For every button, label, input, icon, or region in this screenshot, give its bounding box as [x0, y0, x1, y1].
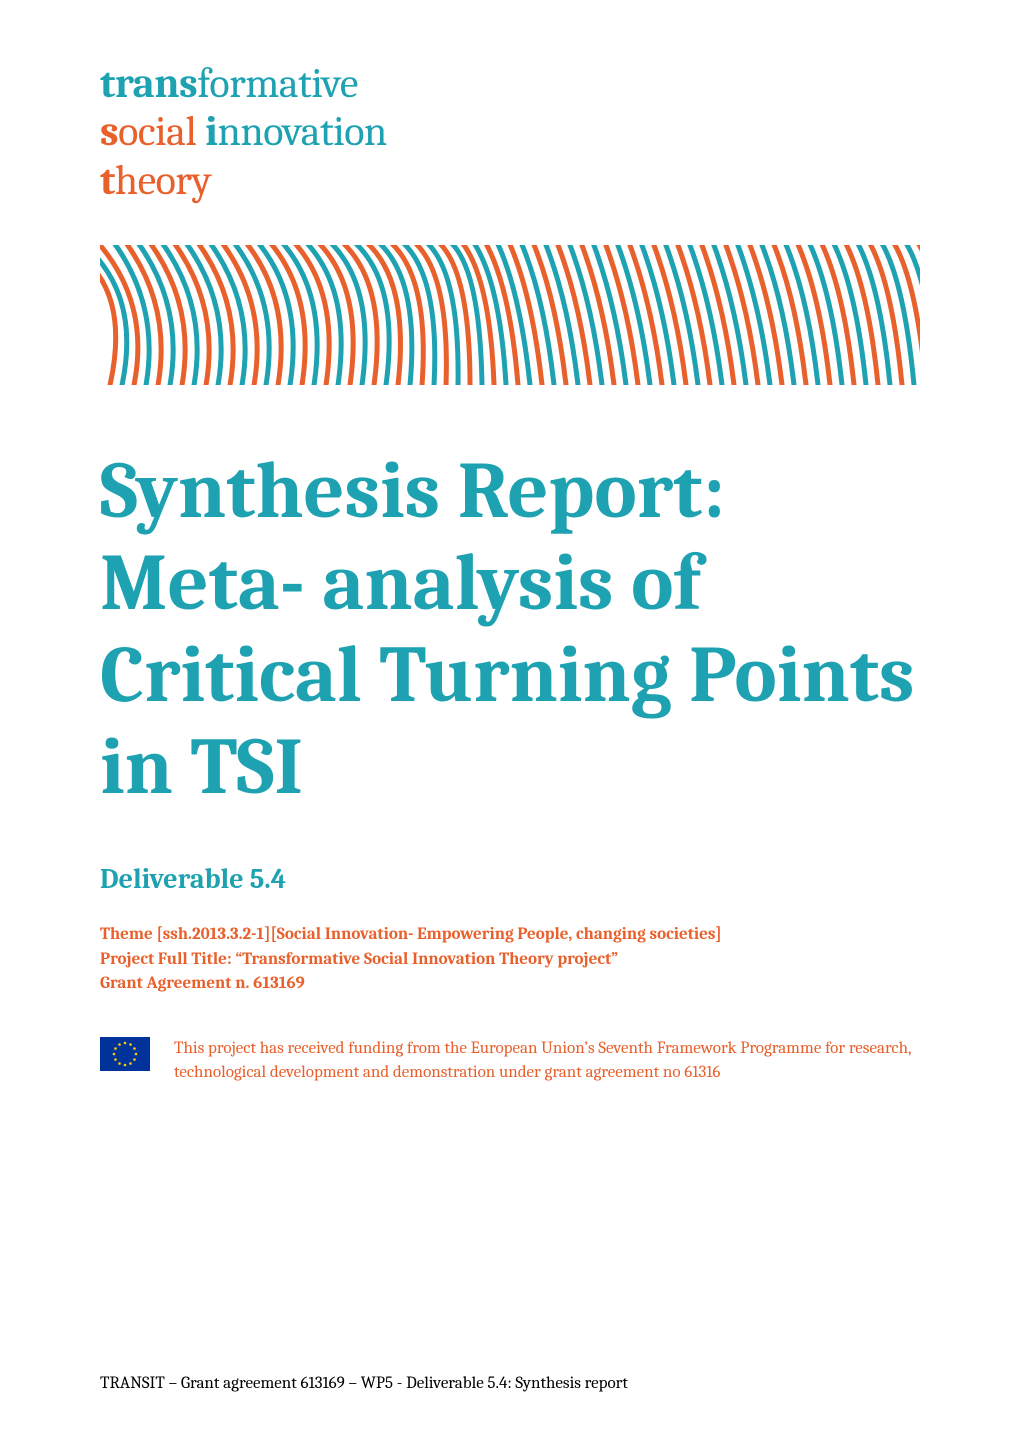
logo-text: i [205, 107, 217, 156]
page: transformative social innovation theory [0, 0, 1020, 1443]
logo-wordmark: transformative social innovation theory [100, 60, 920, 205]
funding-text: This project has received funding from t… [174, 1037, 920, 1085]
meta-theme: Theme [ssh.2013.3.2-1][Social Innovation… [100, 923, 920, 948]
wave-pattern-icon [100, 245, 920, 385]
logo-line-2: social innovation [100, 108, 920, 156]
logo-text: ocial [118, 107, 205, 156]
logo-text: trans [100, 59, 197, 108]
eu-flag-icon [100, 1037, 150, 1071]
logo-text: t [100, 156, 115, 205]
logo-text: formative [197, 59, 358, 108]
logo-line-1: transformative [100, 60, 920, 108]
report-title: Synthesis Report: Meta- analysis of Crit… [100, 445, 920, 813]
deliverable-subtitle: Deliverable 5.4 [100, 863, 920, 895]
project-meta: Theme [ssh.2013.3.2-1][Social Innovation… [100, 923, 920, 997]
logo-line-3: theory [100, 157, 920, 205]
meta-grant: Grant Agreement n. 613169 [100, 972, 920, 997]
wave-banner [100, 245, 920, 385]
meta-project-title: Project Full Title: “Transformative Soci… [100, 948, 920, 973]
funding-statement: This project has received funding from t… [100, 1037, 920, 1085]
logo-text: s [100, 107, 118, 156]
logo-text: heory [115, 156, 211, 205]
logo-text: nnovation [217, 107, 386, 156]
page-footer: TRANSIT – Grant agreement 613169 – WP5 -… [100, 1374, 920, 1393]
